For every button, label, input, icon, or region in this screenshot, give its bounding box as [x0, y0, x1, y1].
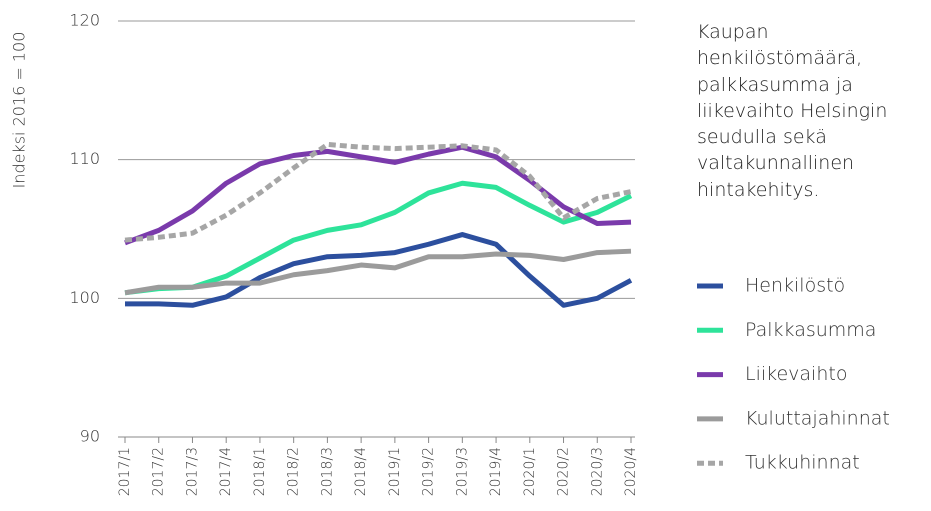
x-tick-label: 2020/1: [522, 447, 538, 496]
x-tick-label: 2017/3: [184, 447, 200, 496]
x-tick-label: 2020/2: [556, 447, 572, 496]
series-line: [124, 180, 633, 296]
series-line: [125, 232, 633, 308]
y-tick-label: 90: [80, 427, 100, 446]
x-tick-label: 2017/4: [218, 447, 234, 496]
y-tick-label: 100: [69, 288, 100, 307]
x-tick-label: 2018/1: [252, 447, 268, 496]
legend-label: Tukkuhinnat: [745, 452, 860, 474]
y-axis-label: Indeksi 2016 = 100: [10, 32, 29, 189]
x-tick-label: 2018/4: [353, 447, 369, 496]
x-tick-label: 2019/1: [387, 447, 403, 496]
x-tick-label: 2020/3: [589, 447, 605, 496]
legend-label: Kuluttajahinnat: [745, 407, 890, 429]
x-tick-label: 2017/1: [117, 447, 133, 496]
x-tick-label: 2020/4: [623, 447, 639, 496]
chart-title: Kaupan henkilöstömäärä, palkkasumma ja l…: [697, 21, 888, 201]
series-line: [124, 141, 632, 243]
x-tick-label: 2018/2: [286, 447, 302, 496]
x-tick-label: 2017/2: [151, 447, 167, 496]
series-line: [124, 248, 632, 296]
x-tick-label: 2019/2: [421, 447, 437, 496]
x-tick-label: 2019/3: [454, 447, 470, 496]
x-tick-label: 2018/3: [319, 447, 335, 496]
y-tick-label: 110: [69, 149, 100, 168]
legend-label: Henkilöstö: [745, 275, 845, 297]
y-tick-label: 120: [69, 11, 100, 30]
legend-label: Palkkasumma: [745, 319, 876, 341]
x-tick-label: 2019/4: [488, 447, 504, 496]
legend-label: Liikevaihto: [745, 363, 847, 385]
